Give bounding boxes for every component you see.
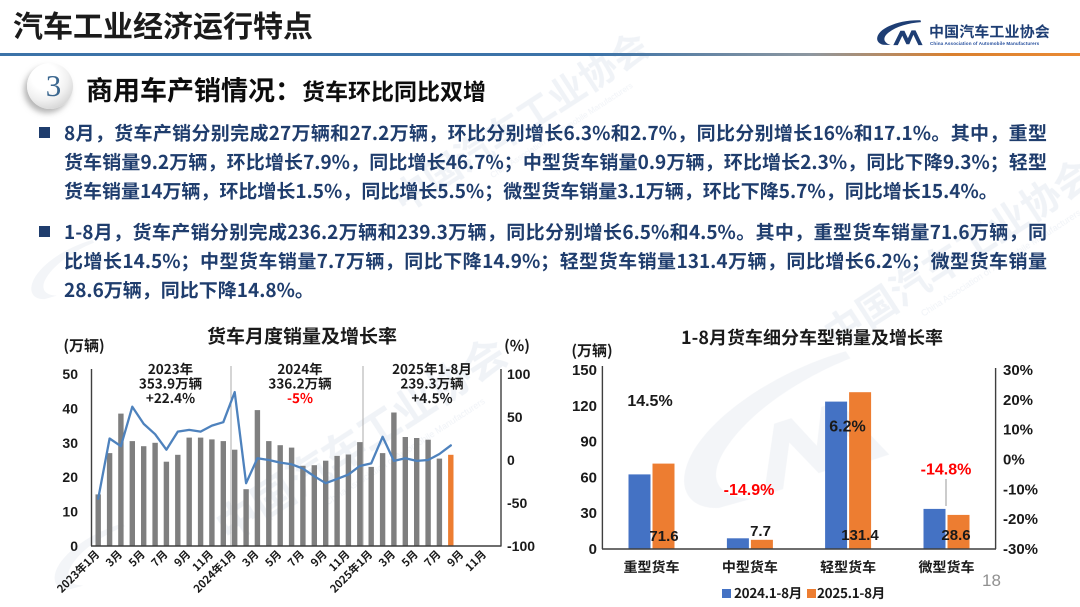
svg-text:-14.9%: -14.9% — [724, 482, 775, 499]
svg-text:微型货车: 微型货车 — [919, 557, 975, 577]
svg-text:-100: -100 — [507, 538, 535, 554]
svg-text:-50: -50 — [507, 495, 527, 511]
svg-text:中型货车: 中型货车 — [722, 557, 778, 577]
svg-text:3月: 3月 — [102, 547, 126, 571]
svg-text:336.2万辆: 336.2万辆 — [268, 373, 331, 393]
svg-text:10: 10 — [62, 504, 78, 520]
svg-text:2024年: 2024年 — [277, 358, 322, 378]
svg-text:7月: 7月 — [148, 547, 172, 571]
svg-text:353.9万辆: 353.9万辆 — [139, 373, 202, 393]
svg-text:7月: 7月 — [284, 547, 308, 571]
svg-text:40: 40 — [62, 400, 78, 416]
svg-text:20%: 20% — [1003, 392, 1033, 409]
svg-text:120: 120 — [572, 398, 597, 415]
svg-text:28.6: 28.6 — [941, 527, 970, 544]
svg-text:货车月度销量及增长率: 货车月度销量及增长率 — [207, 322, 397, 349]
svg-text:中国汽车工业协会: 中国汽车工业协会 — [929, 21, 1050, 42]
svg-text:239.3万辆: 239.3万辆 — [400, 373, 463, 393]
svg-text:(万辆): (万辆) — [63, 335, 104, 356]
svg-text:71.6: 71.6 — [649, 528, 678, 545]
svg-text:2024.1-8月: 2024.1-8月 — [734, 582, 802, 602]
svg-text:0%: 0% — [1003, 452, 1025, 469]
svg-text:50: 50 — [507, 409, 523, 425]
svg-text:131.4: 131.4 — [841, 527, 879, 544]
svg-text:18: 18 — [982, 571, 1001, 590]
svg-text:100: 100 — [507, 366, 531, 382]
svg-text:0: 0 — [507, 452, 515, 468]
svg-text:5月: 5月 — [261, 547, 285, 571]
svg-text:-30%: -30% — [1003, 541, 1038, 558]
svg-text:5月: 5月 — [125, 547, 149, 571]
svg-text:11月: 11月 — [461, 547, 489, 575]
svg-text:-5%: -5% — [287, 387, 313, 407]
svg-text:-10%: -10% — [1003, 481, 1038, 498]
svg-text:10%: 10% — [1003, 422, 1033, 439]
svg-text:60: 60 — [580, 469, 597, 486]
svg-text:(万辆): (万辆) — [571, 340, 612, 361]
svg-text:1-8月货车细分车型销量及增长率: 1-8月货车细分车型销量及增长率 — [681, 324, 943, 350]
svg-text:-14.8%: -14.8% — [921, 462, 972, 479]
svg-text:50: 50 — [62, 366, 78, 382]
svg-text:7月: 7月 — [421, 547, 445, 571]
svg-text:+22.4%: +22.4% — [146, 387, 195, 407]
svg-text:2025年1-8月: 2025年1-8月 — [392, 358, 472, 378]
svg-text:150: 150 — [572, 362, 597, 379]
svg-text:20: 20 — [62, 469, 78, 485]
svg-text:30: 30 — [580, 505, 597, 522]
svg-text:0: 0 — [70, 538, 78, 554]
svg-text:-20%: -20% — [1003, 511, 1038, 528]
svg-text:5月: 5月 — [398, 547, 422, 571]
svg-text:China Association of Automobil: China Association of Automobile Manufact… — [930, 41, 1040, 46]
svg-text:(%): (%) — [504, 335, 530, 356]
svg-text:90: 90 — [580, 434, 597, 451]
svg-text:7.7: 7.7 — [750, 523, 771, 540]
svg-text:2025.1-8月: 2025.1-8月 — [817, 582, 885, 602]
svg-text:轻型货车: 轻型货车 — [820, 557, 876, 577]
svg-text:重型货车: 重型货车 — [624, 557, 680, 577]
svg-text:2023年: 2023年 — [148, 358, 193, 378]
svg-text:0: 0 — [589, 541, 597, 558]
svg-text:+4.5%: +4.5% — [411, 387, 452, 407]
svg-text:3月: 3月 — [375, 547, 399, 571]
svg-text:30%: 30% — [1003, 362, 1033, 379]
svg-text:14.5%: 14.5% — [627, 393, 672, 410]
svg-text:6.2%: 6.2% — [829, 419, 865, 436]
svg-text:30: 30 — [62, 435, 78, 451]
